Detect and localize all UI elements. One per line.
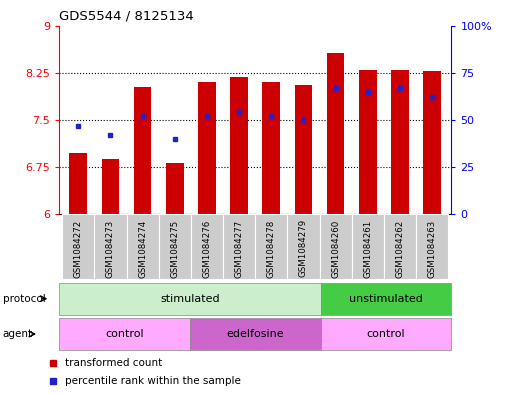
Text: control: control: [367, 329, 405, 339]
Text: GSM1084277: GSM1084277: [234, 219, 244, 277]
Bar: [416, 214, 448, 279]
Bar: [190, 318, 321, 350]
Text: GSM1084262: GSM1084262: [396, 219, 404, 277]
Bar: [59, 283, 321, 314]
Bar: [391, 70, 409, 214]
Text: GSM1084279: GSM1084279: [299, 219, 308, 277]
Bar: [191, 214, 223, 279]
Bar: [352, 214, 384, 279]
Text: percentile rank within the sample: percentile rank within the sample: [65, 376, 241, 386]
Bar: [287, 214, 320, 279]
Text: GSM1084276: GSM1084276: [203, 219, 211, 277]
Bar: [327, 53, 345, 214]
Bar: [59, 318, 190, 350]
Bar: [102, 160, 120, 214]
Text: GSM1084275: GSM1084275: [170, 219, 180, 277]
Text: edelfosine: edelfosine: [226, 329, 284, 339]
Bar: [321, 318, 451, 350]
Text: GDS5544 / 8125134: GDS5544 / 8125134: [59, 10, 194, 23]
Bar: [255, 214, 287, 279]
Text: GSM1084272: GSM1084272: [74, 219, 83, 277]
Bar: [166, 163, 184, 214]
Bar: [320, 214, 352, 279]
Text: transformed count: transformed count: [65, 358, 163, 368]
Bar: [94, 214, 127, 279]
Text: GSM1084263: GSM1084263: [428, 219, 437, 277]
Text: GSM1084273: GSM1084273: [106, 219, 115, 277]
Text: GSM1084278: GSM1084278: [267, 219, 276, 277]
Bar: [321, 283, 451, 314]
Text: GSM1084261: GSM1084261: [363, 219, 372, 277]
Bar: [127, 214, 159, 279]
Bar: [159, 214, 191, 279]
Bar: [294, 85, 312, 214]
Text: agent: agent: [3, 329, 33, 339]
Bar: [384, 214, 416, 279]
Bar: [198, 82, 216, 214]
Text: GSM1084260: GSM1084260: [331, 219, 340, 277]
Text: control: control: [105, 329, 144, 339]
Bar: [134, 87, 151, 214]
Bar: [230, 77, 248, 214]
Bar: [223, 214, 255, 279]
Bar: [69, 153, 87, 214]
Bar: [263, 82, 280, 214]
Bar: [62, 214, 94, 279]
Text: unstimulated: unstimulated: [349, 294, 423, 304]
Text: protocol: protocol: [3, 294, 45, 304]
Bar: [359, 70, 377, 214]
Text: stimulated: stimulated: [160, 294, 220, 304]
Text: GSM1084274: GSM1084274: [138, 219, 147, 277]
Bar: [423, 72, 441, 214]
